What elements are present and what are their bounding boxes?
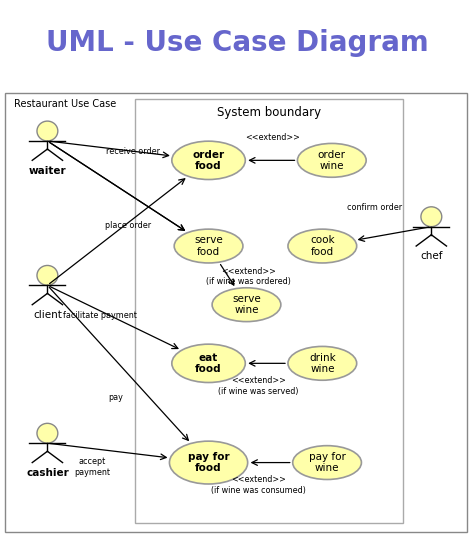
Text: pay for
food: pay for food xyxy=(188,452,229,474)
Text: receive order: receive order xyxy=(106,147,160,156)
Text: cashier: cashier xyxy=(26,468,69,478)
Text: UML - Use Case Diagram: UML - Use Case Diagram xyxy=(46,29,428,57)
Text: <<extend>>
(if wine was ordered): <<extend>> (if wine was ordered) xyxy=(206,267,292,286)
Text: cook
food: cook food xyxy=(310,235,335,257)
Text: waiter: waiter xyxy=(28,166,66,176)
Circle shape xyxy=(421,207,442,227)
Text: <<extend>>: <<extend>> xyxy=(245,133,300,142)
Text: client: client xyxy=(33,310,62,320)
Text: place order: place order xyxy=(105,221,151,230)
Text: chef: chef xyxy=(420,251,443,262)
Circle shape xyxy=(37,265,58,285)
Text: pay: pay xyxy=(109,393,124,402)
Ellipse shape xyxy=(174,229,243,263)
Ellipse shape xyxy=(288,346,357,380)
Ellipse shape xyxy=(297,143,366,177)
Text: eat
food: eat food xyxy=(195,352,222,374)
Text: pay for
wine: pay for wine xyxy=(309,452,346,474)
Text: Restaurant Use Case: Restaurant Use Case xyxy=(14,99,117,109)
Text: drink
wine: drink wine xyxy=(309,352,336,374)
Text: <<extend>>
(if wine was consumed): <<extend>> (if wine was consumed) xyxy=(211,475,306,495)
Circle shape xyxy=(37,423,58,443)
Ellipse shape xyxy=(172,141,246,179)
Text: serve
wine: serve wine xyxy=(232,294,261,316)
Ellipse shape xyxy=(169,441,247,484)
Bar xyxy=(135,99,403,524)
Text: order
food: order food xyxy=(192,149,225,171)
Ellipse shape xyxy=(288,229,357,263)
Text: accept
payment: accept payment xyxy=(74,458,110,477)
Text: serve
food: serve food xyxy=(194,235,223,257)
Ellipse shape xyxy=(292,446,361,480)
Circle shape xyxy=(37,121,58,141)
Text: facilitate payment: facilitate payment xyxy=(63,311,137,321)
Text: order
wine: order wine xyxy=(318,149,346,171)
Text: confirm order: confirm order xyxy=(347,203,402,212)
Ellipse shape xyxy=(172,344,246,382)
Ellipse shape xyxy=(212,288,281,322)
Text: <<extend>>
(if wine was served): <<extend>> (if wine was served) xyxy=(218,376,299,396)
Text: System boundary: System boundary xyxy=(217,106,321,120)
